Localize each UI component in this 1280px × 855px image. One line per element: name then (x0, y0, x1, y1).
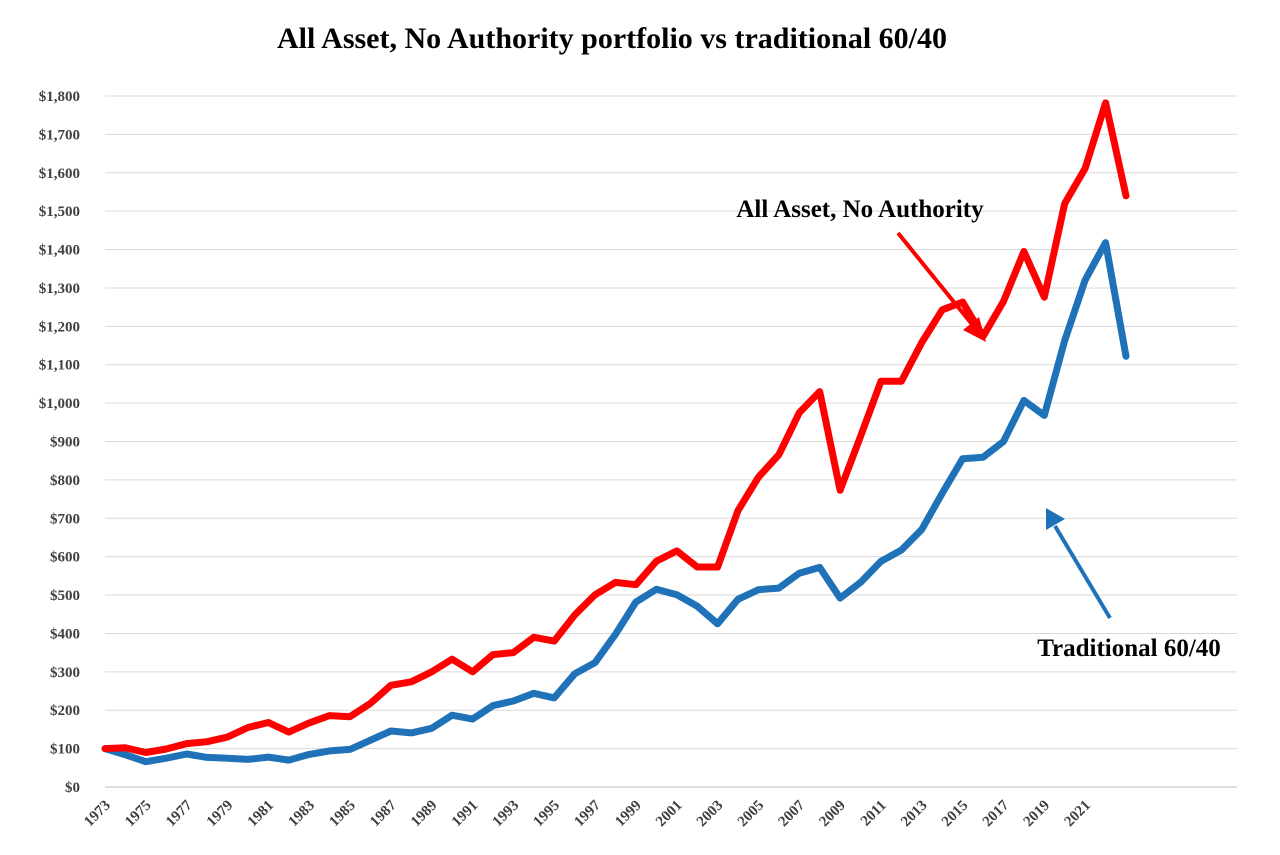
annotation-arrowhead-traditional (1046, 508, 1065, 530)
x-tick-label: 2009 (816, 798, 849, 831)
x-tick-label: 2005 (735, 798, 768, 831)
x-tick-label: 1979 (204, 798, 237, 831)
y-tick-label: $1,400 (39, 243, 80, 259)
x-tick-label: 2007 (776, 797, 809, 830)
series-line-traditional-60-40 (101, 239, 1130, 766)
y-tick-label: $1,300 (39, 281, 80, 297)
x-tick-label: 2013 (898, 798, 931, 831)
x-tick-label: 1989 (408, 798, 441, 831)
y-tick-label: $1,100 (39, 358, 80, 374)
x-tick-label: 1973 (81, 798, 114, 831)
annotation-arrowhead-all-asset (963, 317, 986, 342)
x-tick-label: 2003 (694, 798, 727, 831)
annotations: All Asset, No Authority Traditional 60/4… (736, 196, 1220, 662)
annotation-arrow-all-asset (896, 231, 977, 330)
y-tick-label: $700 (50, 511, 80, 527)
y-tick-label: $800 (50, 473, 80, 489)
y-tick-label: $400 (50, 626, 80, 642)
y-tick-label: $1,800 (39, 89, 80, 105)
x-tick-label: 1985 (326, 798, 359, 831)
chart-title: All Asset, No Authority portfolio vs tra… (277, 22, 947, 55)
y-tick-label: $1,500 (39, 204, 80, 220)
y-tick-label: $1,700 (39, 127, 80, 143)
x-tick-label: 1983 (286, 798, 319, 831)
y-tick-label: $100 (50, 742, 80, 758)
y-tick-label: $900 (50, 435, 80, 451)
y-tick-label: $600 (50, 550, 80, 566)
x-tick-label: 2019 (1021, 798, 1054, 831)
x-axis-ticks: 1973 1975 1977 1979 1981 1983 1985 1987 1989 1991… (81, 797, 1094, 830)
x-tick-label: 2017 (980, 797, 1013, 830)
x-tick-label: 2015 (939, 798, 972, 831)
x-tick-label: 1981 (245, 798, 278, 831)
x-tick-label: 1991 (449, 798, 482, 831)
x-tick-label: 1977 (163, 797, 196, 830)
annotation-all-asset: All Asset, No Authority (736, 196, 984, 223)
x-tick-label: 1987 (367, 797, 400, 830)
y-tick-label: $1,600 (39, 166, 80, 182)
x-tick-label: 2011 (858, 798, 890, 830)
y-tick-label: $200 (50, 703, 80, 719)
y-tick-label: $1,200 (39, 319, 80, 335)
y-axis-ticks: $0 $100 $200 $300 $400 $500 $600 $700 $800 $900 $1… (39, 89, 80, 796)
x-tick-label: 1995 (531, 798, 564, 831)
x-tick-label: 1997 (571, 797, 604, 830)
annotation-traditional: Traditional 60/40 (1037, 635, 1221, 662)
x-tick-label: 1999 (612, 798, 645, 831)
y-tick-label: $0 (65, 780, 80, 796)
annotation-arrow-traditional (1053, 524, 1112, 620)
x-tick-label: 1993 (490, 798, 523, 831)
y-tick-label: $500 (50, 588, 80, 604)
y-tick-label: $300 (50, 665, 80, 681)
x-tick-label: 2021 (1061, 798, 1094, 831)
y-tick-label: $1,000 (39, 396, 80, 412)
x-tick-label: 1975 (122, 798, 155, 831)
x-tick-label: 2001 (653, 798, 686, 831)
